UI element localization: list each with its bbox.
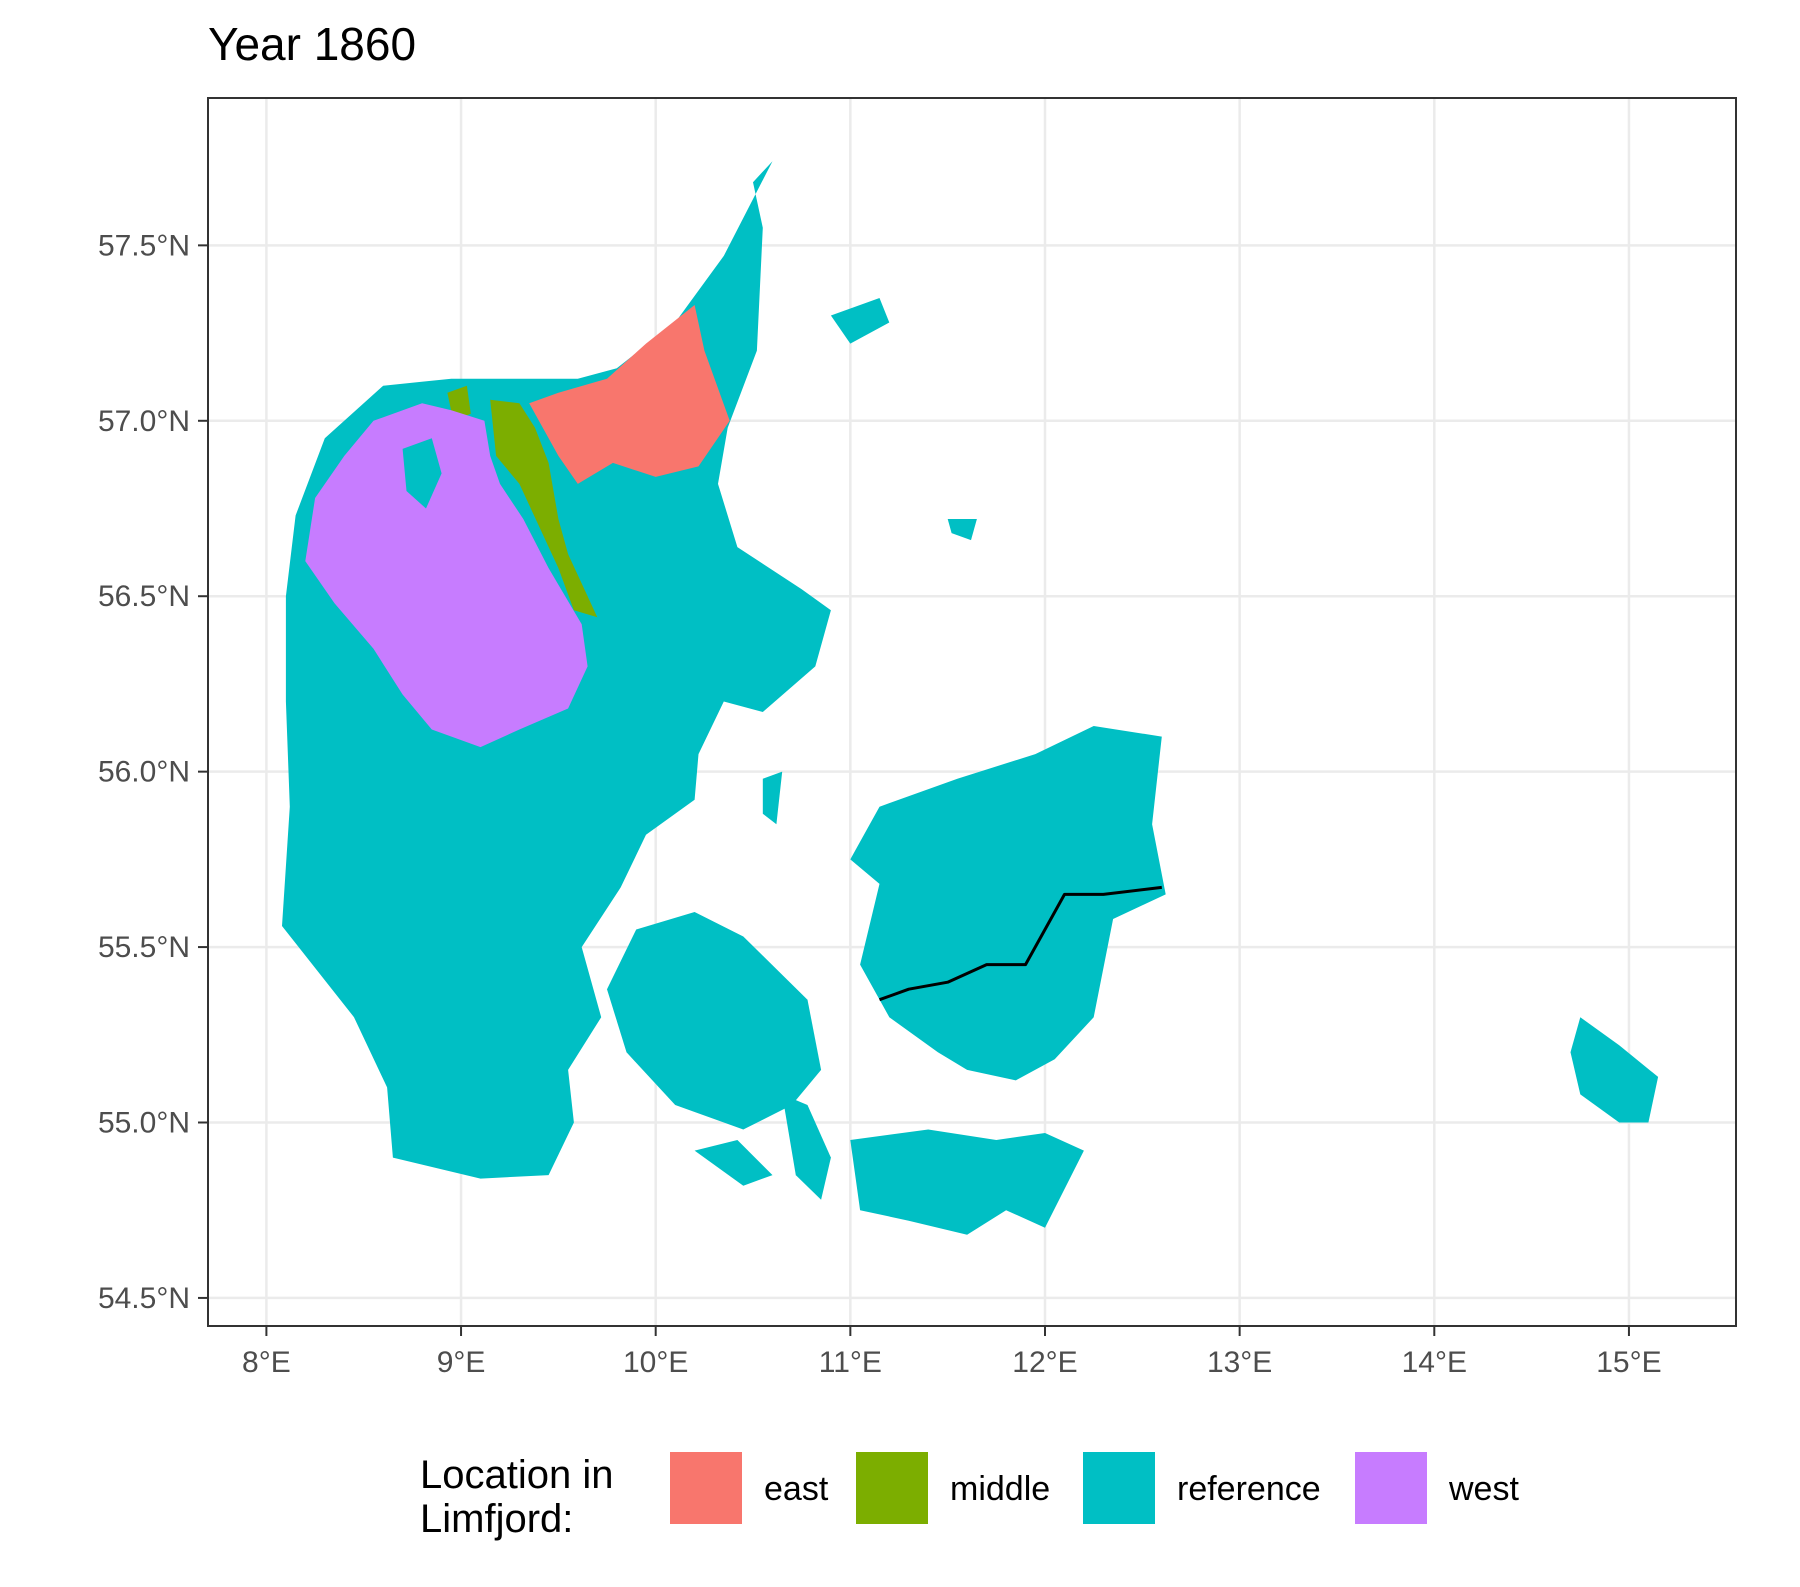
x-axis: 8°E 9°E 10°E 11°E 12°E 13°E 14°E 15°E [242,1326,1662,1379]
route-line [878,885,1162,1002]
region-east [529,305,730,484]
region-zealand [850,726,1166,1081]
legend-key-west [1355,1452,1427,1524]
legend-key-east [670,1452,742,1524]
x-tick-label: 10°E [623,1346,688,1379]
y-tick-label: 57.5°N [98,229,190,262]
y-tick-label: 55.5°N [98,931,190,964]
region-langeland [782,1094,831,1200]
x-tick-label: 9°E [437,1346,486,1379]
region-funen [607,912,822,1130]
route-line-group [878,885,1162,1002]
x-tick-label: 8°E [242,1346,291,1379]
x-tick-label: 14°E [1402,1346,1467,1379]
y-tick-label: 54.5°N [98,1282,190,1315]
legend-key-middle [856,1452,928,1524]
region-middle [490,399,598,618]
x-tick-label: 12°E [1012,1346,1077,1379]
y-tick-label: 56.5°N [98,580,190,613]
legend-label-west: west [1448,1470,1519,1508]
region-anholt [947,519,977,541]
region-aero [694,1140,773,1186]
region-mors [402,438,442,509]
panel-border [207,97,1737,1327]
legend-label-east: east [764,1470,829,1508]
chart-title: Year 1860 [208,18,416,70]
y-tick-label: 57.0°N [98,405,190,438]
region-bornholm [1570,1017,1659,1123]
legend-key-reference [1083,1452,1155,1524]
legend-label-middle: middle [950,1470,1050,1508]
legend-label-reference: reference [1177,1470,1321,1508]
x-tick-label: 11°E [819,1346,882,1379]
region-laeso [830,298,890,344]
legend-title: Location in Limfjord: [420,1453,613,1541]
x-tick-label: 13°E [1207,1346,1272,1379]
map-regions [282,161,1659,1235]
region-samso [762,771,783,825]
x-tick-label: 15°E [1596,1346,1661,1379]
region-west [305,403,588,748]
y-tick-label: 55.0°N [98,1107,190,1140]
y-tick-label: 56.0°N [98,756,190,789]
region-lolland-falster [850,1129,1084,1235]
legend: Location in Limfjord: east middle reference w… [420,1452,1519,1541]
y-axis: 54.5°N 55.0°N 55.5°N 56.0°N 56.5°N 57.0°N 57.5… [98,229,208,1315]
